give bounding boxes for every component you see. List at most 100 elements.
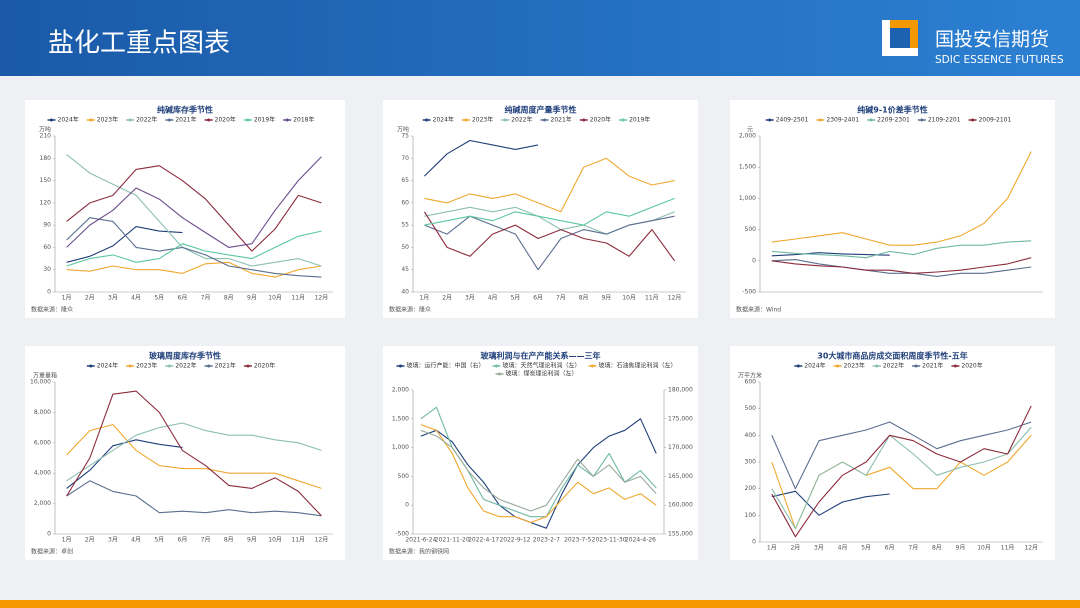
legend-item: 2019年	[619, 116, 650, 124]
y-tick-label: 500	[745, 226, 757, 233]
series-line	[424, 215, 675, 271]
legend-label: 2023年	[844, 362, 865, 370]
x-tick-label: 3月	[108, 295, 118, 302]
legend-dot	[128, 364, 132, 368]
legend-dot	[543, 118, 546, 122]
legend-item: 2020年	[204, 116, 236, 124]
x-tick-label: 12月	[315, 537, 329, 544]
series-line	[420, 424, 657, 524]
x-tick-label: 8月	[224, 295, 234, 302]
legend-item: 玻璃：天然气理论利润（左）	[492, 362, 581, 370]
y-tick-label: 60	[43, 244, 51, 251]
x-tick-label: 10月	[268, 295, 282, 302]
legend-dot	[875, 364, 879, 368]
y-tick-label: 6,000	[34, 439, 51, 446]
legend-item: 2021年	[912, 362, 943, 370]
x-tick-label: 7月	[908, 545, 918, 552]
source-note: 数据来源：我的钢铁网	[389, 548, 449, 556]
legend-item: 2022年	[126, 116, 157, 124]
y-tick-label: 0	[47, 289, 51, 296]
x-tick-label: 11月	[291, 537, 305, 544]
header-title: 盐化工重点图表	[48, 29, 230, 59]
series-line	[66, 390, 322, 517]
y-tick-label: 2,000	[739, 133, 756, 140]
series-line	[771, 240, 1032, 259]
x-tick-label: 2023-2-7	[533, 537, 560, 544]
series-line	[771, 421, 1032, 490]
legend-dot	[621, 118, 625, 122]
legend-dot	[425, 118, 429, 122]
y-tick-label: 1,000	[392, 444, 409, 451]
legend-item: 2022年	[501, 116, 533, 124]
legend-item: 2021年	[540, 116, 572, 124]
x-tick-label: 12月	[315, 295, 329, 302]
y-axis-unit: 万平方米	[738, 372, 762, 380]
legend-dot	[591, 364, 595, 368]
y-tick-label: 400	[745, 432, 757, 439]
legend-dot	[796, 364, 800, 368]
legend-item: 2409-2501	[765, 117, 809, 124]
y-tick-label: 150	[40, 177, 52, 184]
y-tick-label: 55	[401, 222, 409, 229]
series-line	[424, 197, 675, 226]
y-tick-label: 0	[752, 257, 756, 264]
legend-label: 2021年	[551, 116, 572, 124]
source-note: 数据来源：Wind	[736, 306, 781, 314]
chart-title: 玻璃周度库存季节性	[149, 351, 221, 361]
legend-label: 2021年	[175, 116, 196, 124]
x-tick-label: 2023-11-30	[592, 537, 627, 544]
legend-dot	[768, 118, 772, 122]
y-tick-label: 50	[401, 244, 409, 251]
legend-item: 玻璃：石油焦理论利润（左）	[588, 362, 677, 370]
legend-item: 玻璃：运行产能：中国（右）	[396, 362, 484, 370]
legend-dot	[398, 364, 402, 368]
legend-label: 2020年	[254, 362, 275, 370]
x-tick-label: 2月	[85, 537, 95, 544]
x-tick-label: 2月	[85, 295, 95, 302]
legend-label: 2209-2301	[877, 117, 910, 124]
legend-item: 2309-2401	[816, 117, 859, 124]
x-tick-label: 6月	[885, 545, 895, 552]
legend-item: 2020年	[951, 362, 983, 370]
legend-label: 2022年	[511, 116, 532, 124]
x-tick-label: 2022-9-12	[499, 537, 530, 544]
legend-label: 2022年	[136, 116, 157, 124]
legend-label: 2022年	[175, 362, 196, 370]
legend-item: 2023年	[86, 116, 118, 124]
x-tick-label: 6月	[533, 295, 543, 302]
y2-tick-label: 155,000	[668, 531, 693, 538]
x-tick-label: 5月	[861, 545, 871, 552]
y-tick-label: 60	[401, 199, 409, 206]
legend-dot	[818, 118, 822, 122]
legend-label: 2020年	[590, 116, 611, 124]
series-line	[66, 230, 322, 267]
legend-item: 2022年	[165, 362, 197, 370]
legend-label: 2309-2401	[826, 117, 859, 124]
chart-panel	[730, 100, 1055, 318]
legend-item: 2019年	[243, 116, 275, 124]
legend-label: 2021年	[215, 362, 236, 370]
logo-name: 国投安信期货	[935, 29, 1049, 51]
x-tick-label: 11月	[291, 295, 305, 302]
y-tick-label: 1,000	[739, 195, 756, 202]
legend-dot	[920, 118, 924, 122]
series-line	[771, 151, 1032, 246]
x-tick-label: 7月	[201, 295, 211, 302]
x-tick-label: 3月	[108, 537, 118, 544]
x-tick-label: 3月	[465, 295, 475, 302]
series-line	[771, 252, 890, 257]
legend-label: 2024年	[58, 116, 79, 124]
legend-dot	[207, 364, 211, 368]
chart-panel	[383, 100, 698, 318]
legend-label: 玻璃：石油焦理论利润（左）	[599, 362, 677, 370]
y-axis-unit: 万吨	[397, 126, 409, 134]
legend-item: 2009-2101	[968, 117, 1011, 124]
x-tick-label: 2022-4-17	[468, 537, 499, 544]
legend-label: 玻璃：煤炭理论利润（左）	[505, 370, 577, 378]
chart-title: 纯碱9-1价差季节性	[857, 105, 927, 115]
logo-english: SDIC ESSENCE FUTURES	[935, 54, 1064, 66]
legend-dot	[497, 372, 501, 376]
chart-title: 30大城市商品房成交面积周度季节性-五年	[817, 351, 967, 361]
series-line	[771, 426, 1032, 530]
y-tick-label: 120	[40, 199, 52, 206]
